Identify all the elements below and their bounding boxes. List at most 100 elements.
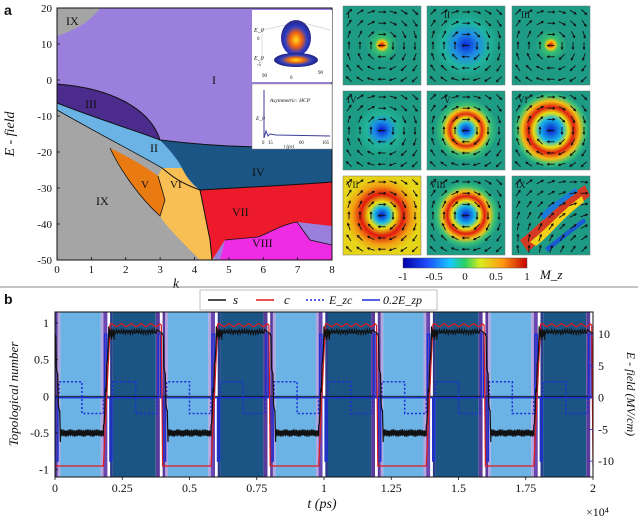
magnetization-arrowhead: [472, 237, 477, 241]
magnetization-arrowhead: [550, 244, 553, 249]
magnetization-arrowhead: [528, 30, 532, 34]
magnetization-arrow: [401, 65, 407, 71]
magnetization-arrow: [582, 115, 586, 123]
phase-band: [531, 312, 534, 477]
magnetization-arrowhead: [496, 68, 500, 72]
magnetization-arrowhead: [348, 200, 351, 204]
magnetization-arrow: [401, 105, 407, 112]
magnetization-arrow: [451, 10, 459, 14]
magnetization-arrowhead: [442, 211, 446, 215]
magnetization-arrow: [485, 30, 491, 38]
magnetization-arrow: [569, 192, 577, 195]
magnetization-arrow: [558, 10, 566, 14]
region-label-VIII: VIII: [252, 236, 273, 250]
magnetization-arrow: [356, 94, 364, 100]
magnetization-arrow: [390, 53, 396, 60]
magnetization-arrowhead: [404, 193, 408, 197]
inset-trace-x-tick: 165: [322, 141, 330, 146]
magnetization-arrowhead: [536, 138, 540, 142]
time-x-tick-label: 0.75: [246, 481, 267, 495]
magnetization-arrowhead: [377, 44, 381, 48]
magnetization-arrowhead: [356, 234, 360, 238]
magnetization-arrowhead: [348, 104, 352, 108]
magnetization-arrowhead: [413, 132, 417, 136]
texture-label: VII: [346, 180, 359, 190]
time-y-tick-label: 0.5: [34, 353, 49, 367]
magnetization-arrowhead: [497, 227, 500, 232]
boundary-line: [57, 109, 163, 169]
magnetization-arrow: [346, 104, 352, 112]
magnetization-arrow: [390, 201, 396, 208]
magnetization-arrowhead: [377, 77, 381, 81]
magnetization-arrowhead: [498, 193, 502, 197]
magnetization-arrowhead: [525, 64, 529, 68]
phase-band: [485, 312, 489, 477]
magnetization-arrowhead: [453, 211, 457, 215]
magnetization-arrow: [451, 21, 459, 26]
magnetization-arrowhead: [551, 212, 555, 216]
magnetization-arrow: [558, 65, 566, 71]
magnetization-arrow: [430, 76, 436, 83]
phase-band: [57, 312, 61, 477]
legend-label-ezc: E_zc: [328, 293, 353, 307]
magnetization-arrowhead: [517, 30, 520, 34]
magnetization-arrowhead: [582, 132, 586, 136]
magnetization-arrow: [484, 246, 492, 252]
magnetization-arrow: [570, 138, 576, 146]
region-VIII-fill: [220, 222, 332, 260]
magnetization-arrowhead: [517, 104, 521, 108]
magnetization-arrowhead: [569, 68, 573, 72]
inset-trace-title: Asymmetric: HCP: [269, 98, 311, 104]
magnetization-arrowhead: [487, 35, 491, 39]
magnetization-arrow: [559, 245, 565, 253]
magnetization-arrowhead: [572, 245, 576, 249]
magnetization-arrowhead: [444, 179, 448, 183]
magnetization-arrowhead: [412, 238, 416, 242]
magnetization-arrowhead: [467, 32, 471, 36]
magnetization-arrow: [581, 76, 587, 83]
magnetization-arrowhead: [582, 142, 585, 147]
magnetization-arrow: [536, 21, 544, 26]
magnetization-arrow: [451, 247, 459, 251]
magnetization-arrowhead: [347, 41, 351, 45]
magnetization-arrow: [558, 180, 566, 184]
time-series-chart: 0 0.25 0.5 0.75 1 1.25 1.5 1.75 2 1 0.5 0 -0.5 -1 10…: [6, 289, 638, 519]
magnetization-arrowhead: [514, 76, 518, 79]
magnetization-arrow: [473, 162, 481, 166]
region-II-fill: [57, 103, 182, 168]
magnetization-arrowhead: [516, 126, 520, 130]
magnetization-arrow: [412, 94, 418, 100]
magnetization-arrow: [400, 9, 408, 15]
magnetization-arrow: [547, 180, 555, 184]
texture-label: V: [444, 95, 451, 105]
magnetization-arrowhead: [558, 142, 562, 145]
magnetization-arrowhead: [484, 238, 488, 242]
phase-band: [328, 312, 371, 477]
magnetization-arrow: [582, 30, 586, 38]
magnetization-arrow: [515, 64, 521, 72]
magnetization-arrowhead: [516, 137, 519, 141]
magnetization-arrowhead: [541, 95, 545, 98]
magnetization-arrow: [536, 106, 544, 111]
magnetization-arrow: [430, 246, 436, 253]
magnetization-arrowhead: [573, 11, 577, 15]
magnetization-arrowhead: [475, 217, 479, 221]
magnetization-arrow: [537, 53, 543, 60]
magnetization-arrow: [516, 138, 520, 146]
magnetization-arrowhead: [484, 153, 488, 157]
time-x-axis: 0 0.25 0.5 0.75 1 1.25 1.5 1.75 2: [52, 477, 596, 495]
magnetization-arrowhead: [517, 200, 521, 204]
magnetization-arrow: [412, 149, 418, 157]
magnetization-arrow: [346, 189, 352, 197]
magnetization-arrow: [389, 162, 397, 166]
magnetization-arrowhead: [516, 41, 520, 45]
magnetization-arrowhead: [451, 53, 455, 57]
magnetization-arrow: [368, 31, 374, 38]
magnetization-arrowhead: [412, 68, 416, 72]
magnetization-arrowhead: [347, 222, 350, 226]
magnetization-arrowhead: [563, 191, 567, 194]
magnetization-arrowhead: [562, 22, 567, 26]
magnetization-arrow: [357, 30, 363, 38]
magnetization-arrow: [559, 234, 565, 242]
